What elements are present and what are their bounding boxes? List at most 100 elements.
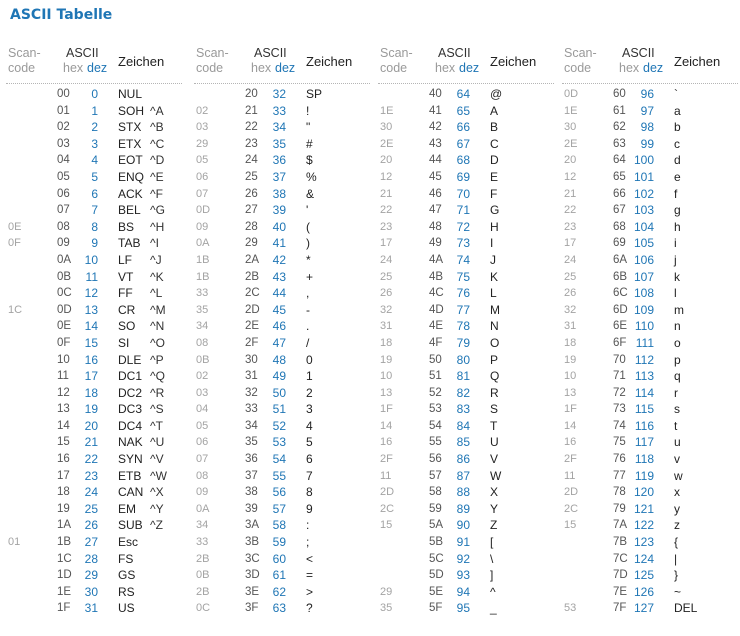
dez-cell: 24 [84,485,98,500]
hex-cell: 73 [613,403,626,416]
hex-cell: 1E [57,585,72,598]
character-cell: SP [306,87,323,101]
dez-cell: 114 [634,385,654,400]
header-ascii: ASCII [66,46,99,60]
character-cell: 0 [306,352,313,367]
scancode-cell: 25 [380,270,393,283]
dez-cell: 56 [272,485,286,500]
dez-cell: 12 [84,286,98,301]
table-row: 04 33 51 3 [194,401,374,418]
dez-cell: 53 [272,435,286,450]
dez-cell: 75 [456,269,470,284]
dez-cell: 18 [84,385,98,400]
hex-cell: 24 [245,154,258,167]
scancode-cell: 33 [196,536,209,549]
dez-cell: 123 [633,535,654,550]
character-cell: n [674,319,681,334]
dez-cell: 84 [456,418,470,433]
control-key-cell: ^Q [150,369,165,384]
hex-cell: 0E [57,320,72,333]
table-row: 18 4F 79 O [378,335,558,352]
dez-cell: 4 [91,153,98,168]
dez-cell: 44 [272,286,286,301]
hex-cell: 49 [429,237,442,250]
dez-cell: 11 [85,269,98,284]
dez-cell: 20 [84,418,98,433]
character-cell: BEL [118,203,141,218]
hex-cell: 56 [429,453,442,466]
character-cell: ( [306,219,310,234]
header-zeichen: Zeichen [674,54,721,69]
table-row: 03 32 50 2 [194,385,374,402]
dez-cell: 95 [456,601,470,616]
control-key-cell: ^L [150,286,163,301]
table-row: 06 35 53 5 [194,434,374,451]
dez-cell: 105 [633,236,654,251]
dez-cell: 37 [272,169,286,184]
dez-cell: 48 [272,352,286,367]
dez-cell: 113 [634,369,654,384]
control-key-cell: ^E [150,169,164,184]
scancode-cell: 23 [564,220,577,233]
table-row: 10 71 113 q [562,368,740,385]
character-cell: ^ [490,584,496,599]
scancode-cell: 0B [196,353,210,366]
hex-cell: 39 [245,502,258,515]
character-cell: x [674,485,680,500]
control-key-cell: ^O [150,335,165,350]
dez-cell: 122 [633,518,654,533]
hex-cell: 5C [429,552,444,565]
dez-cell: 88 [456,485,470,500]
table-row: 09 28 40 ( [194,219,374,236]
table-row: 2E 63 99 c [562,136,740,153]
hex-cell: 4D [429,303,444,316]
scancode-cell: 17 [380,237,393,250]
scancode-cell: 2B [196,552,210,565]
dez-cell: 49 [272,369,286,384]
hex-cell: 35 [245,436,258,449]
character-cell: 1 [306,369,313,384]
table-row: 2B 3C 60 < [194,551,374,568]
table-row: 0A 39 57 9 [194,501,374,518]
character-cell: + [306,269,314,284]
table-row: 20 44 68 D [378,152,558,169]
hex-cell: 5A [429,519,444,532]
character-cell: SO [118,319,136,334]
control-key-cell: ^I [150,236,159,251]
dez-cell: 82 [456,385,470,400]
dez-cell: 101 [633,169,654,184]
table-row: 22 47 71 G [378,202,558,219]
table-row: 15 5A 90 Z [378,517,558,534]
table-row: 1E 61 97 a [562,103,740,120]
character-cell: < [306,551,314,566]
scancode-cell: 35 [196,303,209,316]
character-cell: % [306,169,317,184]
dez-cell: 28 [84,551,98,566]
table-row: 30 42 66 B [378,119,558,136]
hex-cell: 54 [429,419,442,432]
character-cell: NAK [118,435,143,450]
hex-cell: 4E [429,320,444,333]
table-row: 2F 76 118 v [562,451,740,468]
hex-cell: 55 [429,436,442,449]
hex-cell: 47 [429,204,442,217]
dez-cell: 110 [634,319,654,334]
scancode-cell: 05 [196,154,209,167]
table-row: 1F 73 115 s [562,401,740,418]
table-row: 5D 93] [378,567,558,584]
hex-cell: 1D [57,569,72,582]
dez-cell: 117 [634,435,654,450]
hex-cell: 7C [613,552,628,565]
hex-cell: 04 [57,154,70,167]
table-row: 0B 3D 61 = [194,567,374,584]
scancode-cell: 1B [196,270,210,283]
table-row: 14 54 84 T [378,418,558,435]
dez-cell: 15 [84,335,98,350]
scancode-cell: 32 [564,303,577,316]
character-cell: 6 [306,452,313,467]
hex-cell: 77 [613,469,626,482]
character-cell: S [490,402,499,417]
dez-cell: 92 [456,551,470,566]
dez-cell: 31 [84,601,98,616]
scancode-cell: 13 [380,386,393,399]
